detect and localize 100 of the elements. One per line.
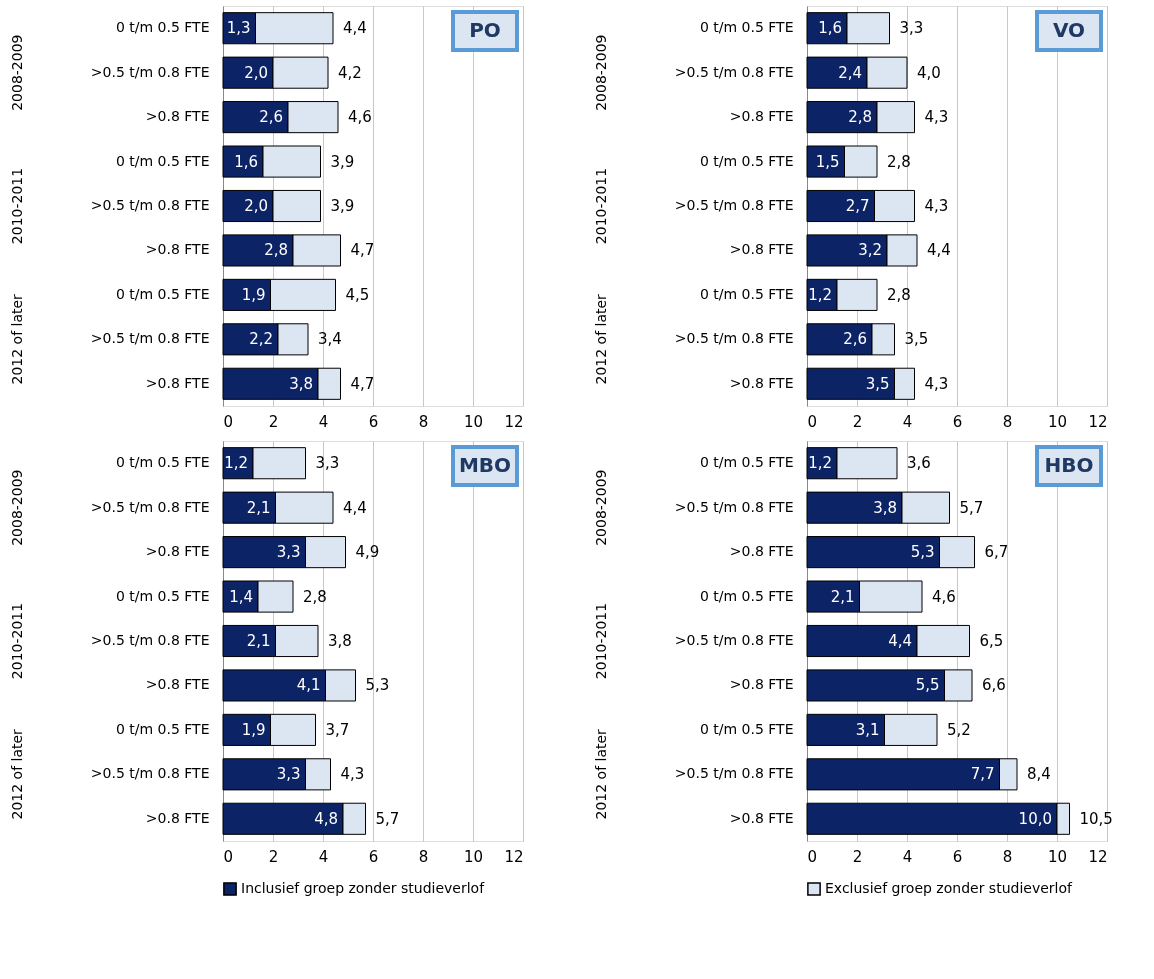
x-tick-label: 4 [318,847,329,866]
data-label: 1,5 [815,152,840,171]
total-label: 3,6 [907,454,931,473]
total-label: 4,6 [348,108,372,127]
x-tick-label: 12 [504,412,524,431]
y-tick-label: >0.5 t/m 0.8 FTE [90,197,210,213]
total-label: 4,3 [924,197,949,215]
total-label: 3,9 [330,152,355,171]
x-tick-label: 6 [952,412,963,431]
data-label: 1,9 [241,285,266,304]
data-label: 3,8 [289,374,313,393]
y-tick-label: 0 t/m 0.5 FTE [115,19,210,36]
data-label: 7,7 [970,765,995,784]
data-label: 2,1 [830,587,855,606]
data-label: 3,3 [276,765,301,784]
total-label: 3,9 [330,197,355,215]
x-tick-label: 0 [223,847,234,866]
y-tick-label: >0.8 FTE [145,543,210,560]
total-label: 4,6 [932,587,956,606]
x-tick-label: 2 [268,412,279,431]
total-label: 4,0 [917,63,941,82]
total-label: 4,4 [343,19,367,38]
total-label: 4,4 [343,498,367,517]
y-tick-label: >0.5 t/m 0.8 FTE [90,632,210,648]
y-tick-label: >0.5 t/m 0.8 FTE [674,498,794,515]
data-label: 2,0 [244,63,268,82]
y-tick-label: 0 t/m 0.5 FTE [699,587,794,604]
x-tick-label: 12 [1088,847,1108,866]
total-label: 2,8 [887,152,911,171]
y-tick-label: >0.5 t/m 0.8 FTE [90,765,210,782]
total-label: 2,8 [303,587,327,606]
text: 2010-2011 [9,602,25,680]
total-label: 8,4 [1027,765,1051,784]
total-label: 4,3 [924,108,949,127]
data-label: 4,8 [314,809,338,828]
data-label: 2,1 [246,632,271,650]
total-label: 3,3 [315,454,340,473]
data-label: 2,7 [845,197,870,215]
x-tick-label: 4 [318,412,329,431]
y-tick-label: 0 t/m 0.5 FTE [115,720,210,737]
data-label: 1,2 [808,285,832,304]
data-label: 2,4 [838,63,862,82]
text: 2008-2009 [9,34,25,111]
data-label: 5,3 [910,543,935,562]
x-tick-label: 6 [368,412,379,431]
total-label: 4,9 [355,543,380,562]
y-tick-label: >0.5 t/m 0.8 FTE [674,632,794,648]
y-tick-label: 0 t/m 0.5 FTE [699,152,794,169]
y-tick-label: 0 t/m 0.5 FTE [115,454,210,471]
total-label: 5,7 [375,809,400,828]
data-label: 4,1 [296,676,321,695]
y-tick-label: 0 t/m 0.5 FTE [699,285,794,302]
x-tick-label: 2 [852,412,863,431]
legend-label: Exclusief groep zonder studieverlof [825,880,1074,896]
x-tick-label: 10 [463,847,484,866]
data-label: 2,6 [259,108,283,127]
data-label: 1,9 [241,720,266,739]
x-tick-label: 8 [1002,412,1013,431]
text: VO [1052,18,1086,42]
y-tick-label: >0.5 t/m 0.8 FTE [90,498,210,515]
y-tick-label: 0 t/m 0.5 FTE [115,285,210,302]
x-tick-label: 0 [807,847,818,866]
data-label: 1,2 [808,454,832,473]
y-tick-label: >0.8 FTE [145,809,210,826]
total-label: 4,7 [350,374,375,393]
y-tick-label: >0.5 t/m 0.8 FTE [674,330,794,347]
data-label: 1,4 [229,587,253,606]
text: 2010-2011 [593,167,609,245]
x-tick-label: 4 [902,412,913,431]
total-label: 3,4 [318,330,342,349]
text: 2010-2011 [9,167,25,245]
data-label: 2,8 [264,241,288,260]
x-tick-label: 8 [418,412,429,431]
total-label: 3,8 [328,632,352,650]
x-tick-label: 6 [368,847,379,866]
text: 2012 of later [593,728,609,820]
data-label: 3,8 [873,498,897,517]
x-tick-label: 0 [807,412,818,431]
x-tick-label: 4 [902,847,913,866]
data-label: 1,3 [226,19,251,38]
text: 2012 of later [593,293,609,385]
total-label: 4,3 [340,765,365,784]
data-label: 4,4 [888,632,912,650]
total-label: 6,7 [984,543,1009,562]
y-tick-label: >0.5 t/m 0.8 FTE [90,63,210,80]
data-label: 10,0 [1018,809,1052,828]
total-label: 4,2 [338,63,362,82]
y-tick-label: >0.8 FTE [729,809,794,826]
total-label: 5,7 [959,498,984,517]
x-tick-label: 2 [268,847,279,866]
data-label: 3,2 [858,241,882,260]
total-label: 3,3 [899,19,924,38]
data-label: 5,5 [915,676,940,695]
data-label: 2,1 [246,498,271,517]
y-tick-label: >0.8 FTE [729,543,794,560]
data-label: 2,6 [843,330,867,349]
x-tick-label: 6 [952,847,963,866]
y-tick-label: 0 t/m 0.5 FTE [699,19,794,36]
total-label: 2,8 [887,285,911,304]
y-tick-label: >0.8 FTE [729,676,794,693]
